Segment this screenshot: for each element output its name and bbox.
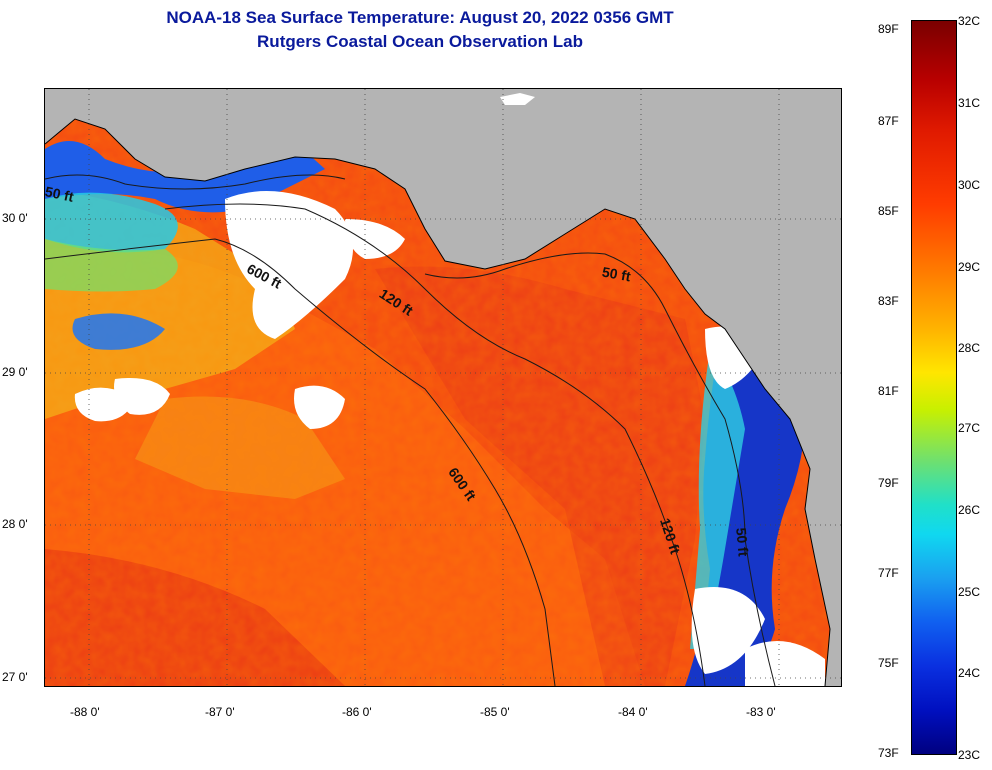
longitude-label: -84 0'	[618, 705, 648, 719]
colorbar-f-label: 75F	[878, 656, 899, 670]
cloud-mass-5	[294, 385, 345, 429]
map-title: NOAA-18 Sea Surface Temperature: August …	[166, 8, 674, 27]
colorbar-c-label: 30C	[958, 178, 981, 192]
longitude-label: -88 0'	[70, 705, 100, 719]
cloud-mass-8	[745, 641, 825, 686]
colorbar-c-label: 23C	[958, 748, 981, 762]
cloud-mass-4	[114, 378, 170, 415]
latitude-label: 27 0'	[2, 670, 28, 684]
colorbar-c-label: 25C	[958, 585, 981, 599]
longitude-label: -85 0'	[480, 705, 510, 719]
colorbar-c-label: 26C	[958, 503, 981, 517]
latitude-label: 29 0'	[2, 365, 28, 379]
cloud-mass-2	[345, 219, 405, 259]
colorbar-f-label: 77F	[878, 566, 899, 580]
colorbar-f-label: 89F	[878, 22, 899, 36]
contour-120ft	[164, 203, 706, 686]
longitude-label: -86 0'	[342, 705, 372, 719]
contour-50ft-east	[424, 252, 776, 686]
colorbar-f-label: 79F	[878, 476, 899, 490]
colorbar-f-label: 73F	[878, 746, 899, 760]
sst-map	[44, 88, 842, 687]
colorbar-c-label: 32C	[958, 14, 981, 28]
contour-600ft	[45, 238, 556, 686]
colorbar-f-label: 87F	[878, 114, 899, 128]
green-west	[45, 239, 178, 292]
colorbar-c-label: 28C	[958, 341, 981, 355]
cool-patch-south-west	[72, 313, 165, 350]
map-subtitle: Rutgers Coastal Ocean Observation Lab	[257, 32, 583, 51]
colorbar-c-label: 24C	[958, 666, 981, 680]
latitude-label: 28 0'	[2, 517, 28, 531]
colorbar-c-label: 29C	[958, 260, 981, 274]
contour-50ft-west	[45, 174, 346, 190]
colorbar-f-label: 85F	[878, 204, 899, 218]
cyan-west	[45, 192, 178, 253]
cyan-east	[690, 349, 745, 649]
depth-contours	[45, 174, 776, 686]
longitude-label: -87 0'	[205, 705, 235, 719]
temperature-colorbar	[911, 20, 957, 755]
latitude-label: 30 0'	[2, 211, 28, 225]
colorbar-f-label: 81F	[878, 384, 899, 398]
cloud-mass-7	[691, 587, 765, 674]
cloud-mass-1	[225, 191, 353, 339]
colorbar-f-label: 83F	[878, 294, 899, 308]
island-north	[500, 93, 535, 105]
colorbar-c-label: 31C	[958, 96, 981, 110]
coastline	[45, 118, 831, 686]
contour-label: 50 ft	[733, 526, 752, 558]
land-north	[45, 89, 841, 686]
longitude-label: -83 0'	[746, 705, 776, 719]
colorbar-c-label: 27C	[958, 421, 981, 435]
